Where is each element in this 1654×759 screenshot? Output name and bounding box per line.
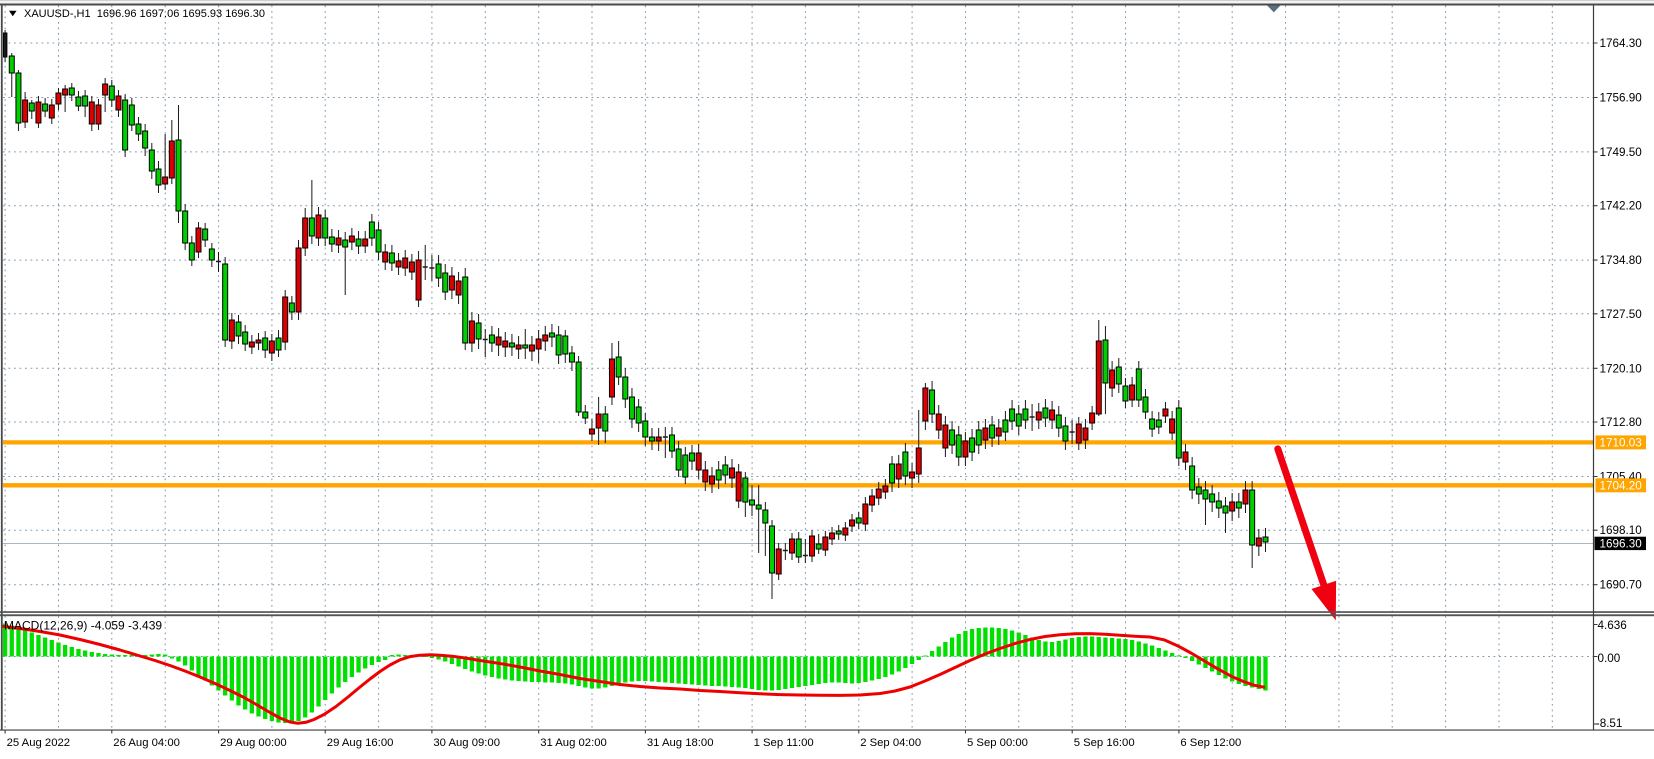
svg-text:4.636: 4.636 [1598,619,1627,632]
svg-text:-8.51: -8.51 [1596,717,1623,730]
svg-text:1710.03: 1710.03 [1600,436,1642,449]
svg-text:30 Aug 09:00: 30 Aug 09:00 [433,737,500,749]
svg-text:MACD(12,26,9) -4.059 -3.439: MACD(12,26,9) -4.059 -3.439 [4,619,162,633]
svg-text:31 Aug 18:00: 31 Aug 18:00 [647,737,714,749]
svg-text:29 Aug 00:00: 29 Aug 00:00 [220,737,287,749]
svg-text:29 Aug 16:00: 29 Aug 16:00 [327,737,394,749]
svg-text:6 Sep 12:00: 6 Sep 12:00 [1180,737,1241,749]
svg-text:1756.90: 1756.90 [1600,92,1643,105]
svg-text:XAUUSD-,H1 1696.96 1697.06 16: XAUUSD-,H1 1696.96 1697.06 1695.93 1696.… [24,8,265,20]
svg-text:31 Aug 02:00: 31 Aug 02:00 [540,737,607,749]
svg-text:5 Sep 00:00: 5 Sep 00:00 [967,737,1028,749]
svg-text:1742.20: 1742.20 [1600,200,1643,213]
svg-text:2 Sep 04:00: 2 Sep 04:00 [860,737,921,749]
svg-text:1720.10: 1720.10 [1600,362,1643,375]
svg-text:1690.70: 1690.70 [1600,579,1643,592]
svg-text:25 Aug 2022: 25 Aug 2022 [7,737,70,749]
svg-text:26 Aug 04:00: 26 Aug 04:00 [113,737,180,749]
svg-text:1696.30: 1696.30 [1600,538,1643,551]
svg-text:0.00: 0.00 [1598,652,1621,665]
svg-text:1764.30: 1764.30 [1600,37,1643,50]
svg-text:5 Sep 16:00: 5 Sep 16:00 [1074,737,1135,749]
svg-text:1704.20: 1704.20 [1600,479,1643,492]
svg-text:1698.10: 1698.10 [1600,524,1643,537]
svg-text:1749.50: 1749.50 [1600,146,1643,159]
svg-text:1 Sep 11:00: 1 Sep 11:00 [754,737,814,749]
svg-text:1727.50: 1727.50 [1600,308,1643,321]
svg-text:1712.80: 1712.80 [1600,416,1643,429]
svg-text:1734.80: 1734.80 [1600,254,1643,267]
